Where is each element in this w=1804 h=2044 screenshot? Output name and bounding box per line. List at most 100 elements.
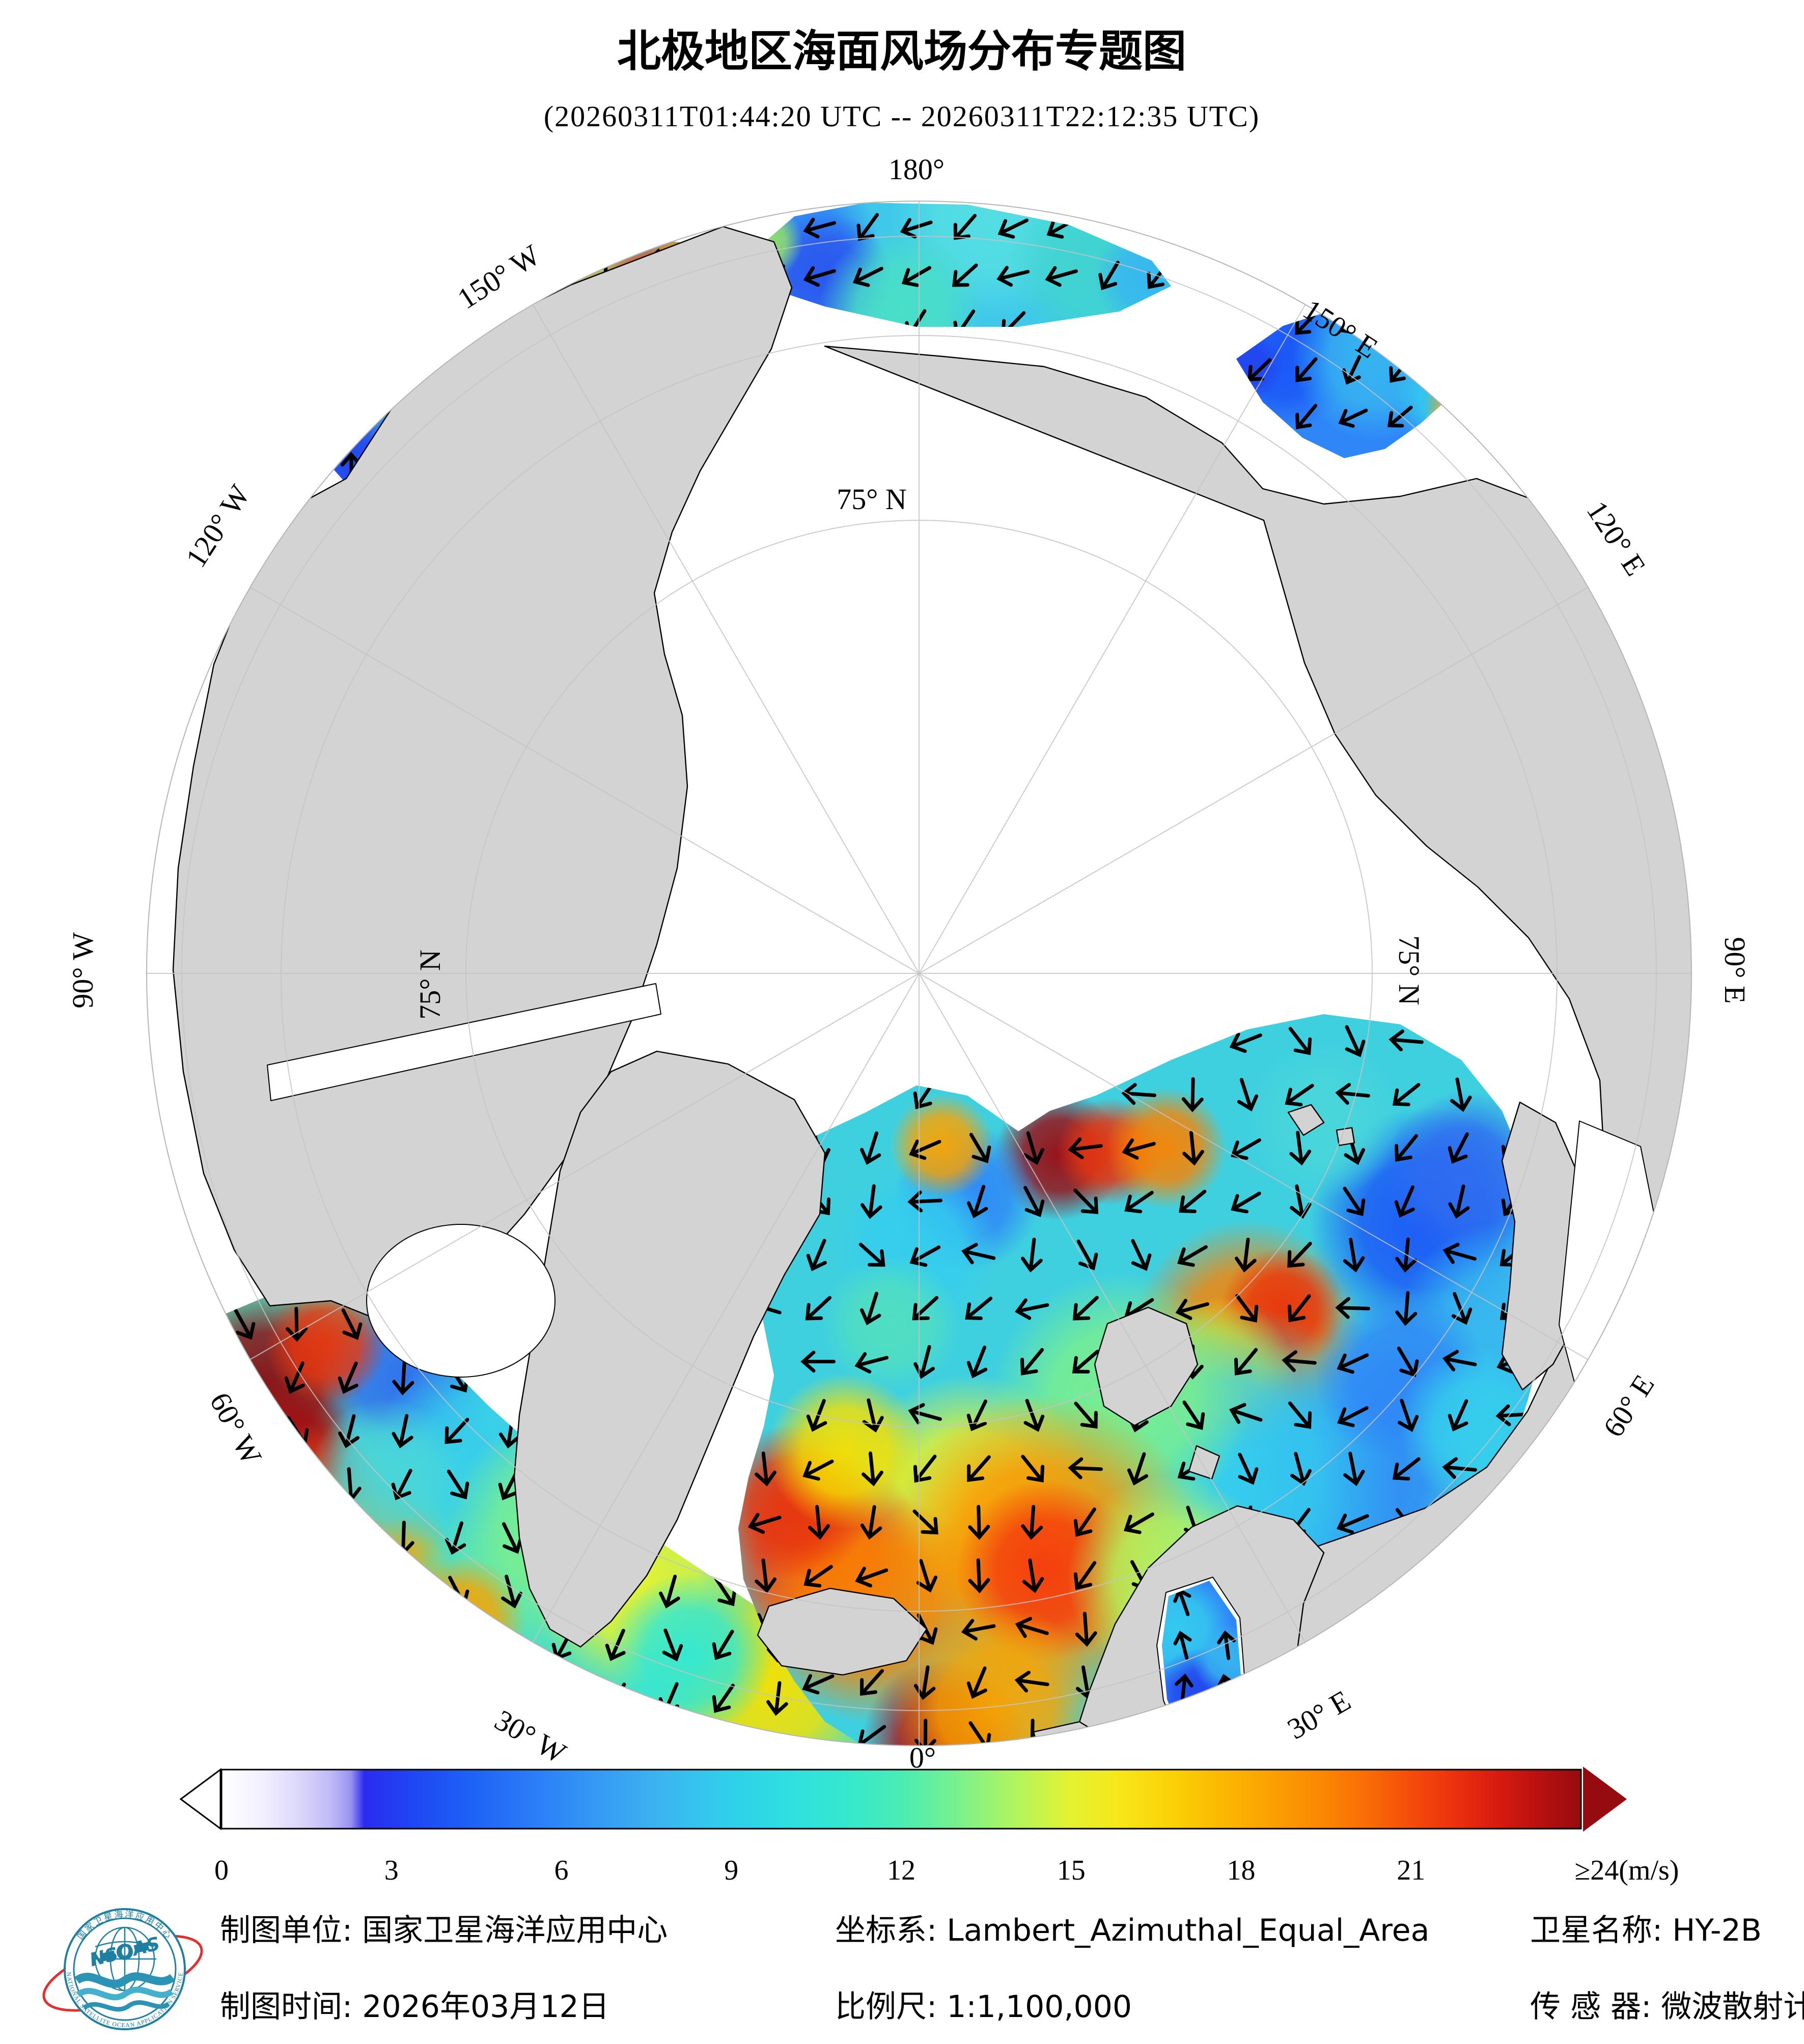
- wind-arrow: [447, 1469, 469, 1500]
- meridian-line: [919, 973, 1306, 1643]
- meridian-line: [532, 973, 920, 1643]
- wind-arrow: [1395, 1291, 1418, 1326]
- wind-arrow: [1448, 1399, 1468, 1432]
- wind-arrow: [1175, 1299, 1209, 1320]
- wind-arrow: [1001, 311, 1026, 327]
- wind-arrow: [1173, 1631, 1192, 1660]
- colorbar-tick-label: 6: [554, 1855, 569, 1886]
- wind-arrow: [714, 1576, 737, 1607]
- wind-arrow: [1072, 1350, 1099, 1374]
- wind-arrow: [1076, 1239, 1098, 1271]
- wind-arrow: [859, 1292, 881, 1326]
- wind-arrow: [755, 1558, 776, 1593]
- wind-speed-colorbar: 0 3 6 9 12 15 18 21 ≥24(m/s): [179, 1767, 1679, 1886]
- latitude-label: 75° N: [413, 949, 447, 1020]
- colorbar-gradient-bar: [220, 1769, 1582, 1830]
- wind-arrow: [1235, 1294, 1259, 1323]
- wind-arrow: [952, 263, 978, 287]
- colorbar-tick-label: 9: [724, 1855, 738, 1886]
- wind-arrow: [803, 217, 836, 239]
- wind-arrow: [501, 1575, 522, 1609]
- wind-arrow: [1234, 1348, 1258, 1376]
- wind-arrow: [912, 1296, 939, 1321]
- land-franz-josef-1: [1287, 1104, 1325, 1136]
- meridian-label: 0°: [909, 1741, 936, 1774]
- wind-arrow: [997, 218, 1029, 239]
- wind-arrow: [1124, 1191, 1154, 1214]
- colorbar-tick-label: 21: [1397, 1855, 1425, 1886]
- wind-arrow: [286, 1467, 309, 1502]
- wind-arrow: [1435, 309, 1456, 338]
- wind-arrow: [1131, 1239, 1152, 1271]
- wind-arrow: [1073, 1188, 1099, 1214]
- land-greenland: [513, 1050, 826, 1648]
- polar-map: [146, 201, 1692, 1746]
- wind-arrow: [1073, 1507, 1096, 1537]
- wind-arrow: [1179, 1190, 1207, 1214]
- wind-arrow: [1177, 1245, 1208, 1267]
- wind-arrow: [805, 1296, 831, 1321]
- wind-arrow: [802, 1460, 834, 1481]
- wind-arrow: [1098, 261, 1120, 290]
- wind-arrow: [913, 1665, 936, 1700]
- wind-arrow: [1174, 1717, 1192, 1746]
- wind-arrow: [341, 1308, 363, 1340]
- logo-waves: [74, 1972, 175, 2012]
- colorbar-right-arrow: [1583, 1767, 1627, 1832]
- wind-arrow: [862, 1398, 884, 1433]
- water-hudson-bay: [366, 1224, 556, 1378]
- footer-item-0-0: 制图单位: 国家卫星海洋应用中心: [220, 1913, 668, 1948]
- wind-arrow: [392, 1360, 414, 1395]
- wind-arrow: [1235, 1719, 1258, 1746]
- wind-arrow: [968, 1505, 990, 1540]
- meridian-line: [919, 304, 1306, 974]
- wind-arrow: [1448, 1184, 1470, 1219]
- meridian-line: [249, 973, 920, 1360]
- wind-arrow: [1398, 1398, 1419, 1432]
- meridian-label: 120° E: [1580, 495, 1652, 582]
- wind-arrow: [1295, 357, 1318, 382]
- wind-arrow: [855, 1566, 889, 1588]
- wind-arrow: [966, 1399, 988, 1432]
- wind-arrow: [1387, 405, 1413, 428]
- meridian-label: 150° W: [452, 238, 546, 316]
- wind-arrow: [1068, 1457, 1103, 1479]
- page-subtitle: (20260311T01:44:20 UTC -- 20260311T22:12…: [544, 100, 1260, 133]
- wind-arrow: [860, 1184, 882, 1219]
- wind-arrow: [909, 1245, 941, 1267]
- meridian-label: 120° W: [179, 479, 257, 573]
- wind-arrow: [1217, 1630, 1236, 1660]
- wind-arrow: [341, 401, 363, 435]
- parallel-circle: [465, 520, 1373, 1427]
- wind-arrow: [712, 1630, 734, 1660]
- wind-arrow: [1295, 404, 1318, 430]
- wind-arrow: [1075, 1612, 1097, 1647]
- wind-arrow: [1435, 355, 1456, 385]
- wind-arrow: [1337, 1353, 1369, 1374]
- wind-arrow: [912, 1509, 938, 1535]
- wind-arrow: [1229, 1403, 1263, 1424]
- parallel-circle: [181, 236, 1657, 1711]
- wind-arrow: [854, 1352, 889, 1374]
- wind-arrow: [605, 1629, 626, 1661]
- wind-arrow: [1021, 1505, 1043, 1540]
- wind-arrow: [1182, 1401, 1205, 1430]
- wind-arrow: [852, 266, 883, 287]
- wind-arrow: [1483, 310, 1505, 336]
- wind-arrow: [1237, 1078, 1259, 1112]
- wind-arrow: [1343, 1451, 1365, 1487]
- wind-arrow: [1390, 1620, 1423, 1641]
- wind-arrow: [859, 1131, 881, 1165]
- latitude-label: 75° N: [1393, 935, 1426, 1005]
- wind-arrow: [1442, 1457, 1477, 1479]
- wind-arrow: [1448, 1132, 1469, 1164]
- wind-arrow: [1394, 1185, 1415, 1218]
- wind-arrow: [662, 1628, 683, 1662]
- colorbar-tick-label: 15: [1057, 1855, 1086, 1886]
- wind-arrow: [860, 1505, 882, 1540]
- wind-arrow: [338, 1414, 360, 1448]
- meridian-line: [919, 973, 1589, 1360]
- logo-satellite: [100, 1942, 150, 1962]
- wind-arrow: [286, 1307, 308, 1342]
- wind-arrow: [1389, 1029, 1424, 1052]
